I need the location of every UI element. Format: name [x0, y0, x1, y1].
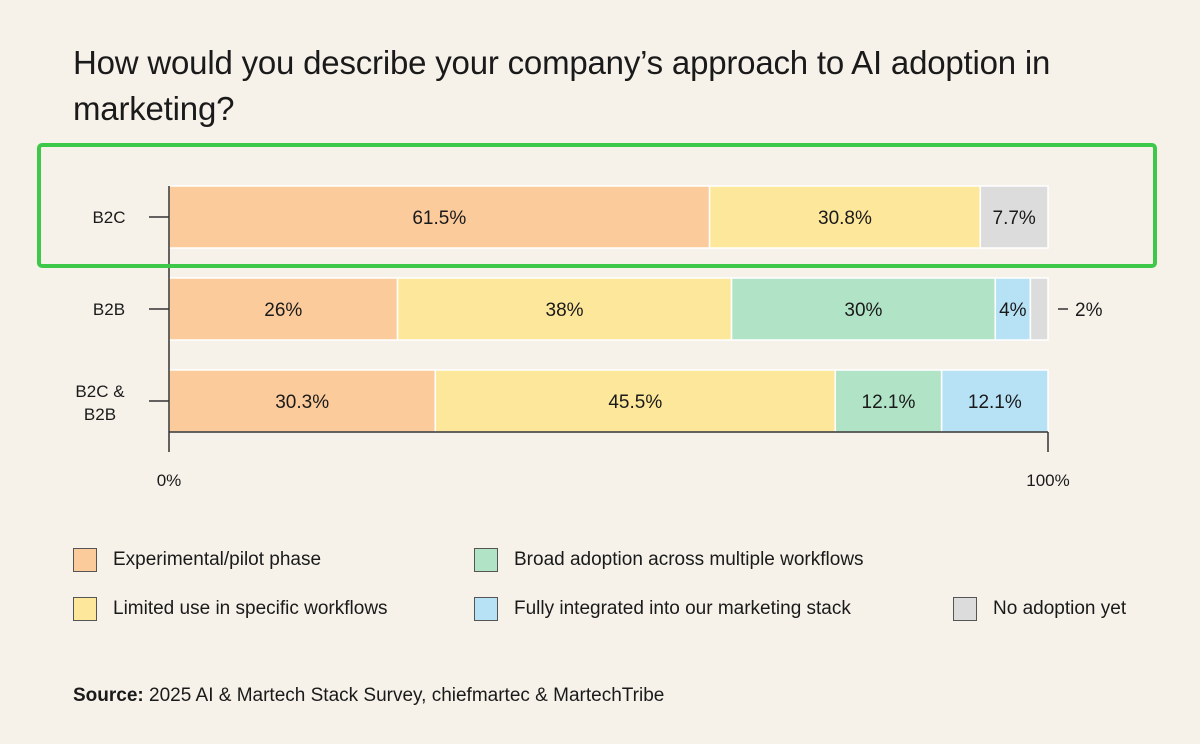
bar-segment — [940, 369, 1049, 433]
legend-swatch — [953, 597, 977, 621]
data-label: 30% — [844, 300, 882, 321]
data-label: 7.7% — [993, 208, 1036, 229]
data-label: 12.1% — [862, 392, 916, 413]
bar-segment — [434, 369, 837, 433]
bar-segment — [1029, 277, 1049, 341]
category-label: B2C — [92, 208, 125, 227]
category-label: B2C & B2B — [75, 382, 125, 424]
legend-item-limited: Limited use in specific workflows — [73, 597, 388, 621]
highlight-box — [37, 143, 1157, 268]
legend-item-broad: Broad adoption across multiple workflows — [474, 548, 864, 572]
legend-swatch — [474, 597, 498, 621]
bar-segment — [168, 185, 711, 249]
data-label: 26% — [264, 300, 302, 321]
source-note: Source: 2025 AI & Martech Stack Survey, … — [73, 685, 664, 707]
legend-swatch — [73, 597, 97, 621]
legend-label: Experimental/pilot phase — [113, 549, 322, 570]
category-label: B2B — [93, 300, 125, 319]
legend-item-no-adoption: No adoption yet — [953, 597, 1126, 621]
legend-label: Limited use in specific workflows — [113, 598, 388, 619]
bar-segment — [834, 369, 943, 433]
source-text: 2025 AI & Martech Stack Survey, chiefmar… — [143, 685, 665, 706]
legend-swatch — [474, 548, 498, 572]
data-label: 4% — [999, 300, 1027, 321]
legend-item-fully-integrated: Fully integrated into our marketing stac… — [474, 597, 851, 621]
data-label: 38% — [546, 300, 584, 321]
bar-segment — [979, 185, 1049, 249]
bar-segment — [994, 277, 1032, 341]
legend-label: Fully integrated into our marketing stac… — [514, 598, 851, 619]
data-label: 12.1% — [968, 392, 1022, 413]
source-label: Source: — [73, 685, 144, 706]
chart-title: How would you describe your company’s ap… — [73, 44, 1051, 127]
data-label: 45.5% — [608, 392, 662, 413]
data-label: 30.3% — [275, 392, 329, 413]
legend: Experimental/pilot phase Broad adoption … — [73, 548, 1173, 638]
x-tick-label: 100% — [1026, 471, 1069, 490]
bar-segment — [730, 277, 997, 341]
legend-swatch — [73, 548, 97, 572]
legend-item-experimental: Experimental/pilot phase — [73, 548, 321, 572]
bar-segment — [168, 277, 399, 341]
x-tick-label: 0% — [157, 471, 182, 490]
outside-data-label: 2% — [1075, 300, 1103, 321]
bar-segment — [168, 369, 437, 433]
data-label: 61.5% — [412, 208, 466, 229]
bar-segment — [708, 185, 982, 249]
legend-label: No adoption yet — [993, 598, 1127, 619]
data-label: 30.8% — [818, 208, 872, 229]
legend-label: Broad adoption across multiple workflows — [514, 549, 864, 570]
